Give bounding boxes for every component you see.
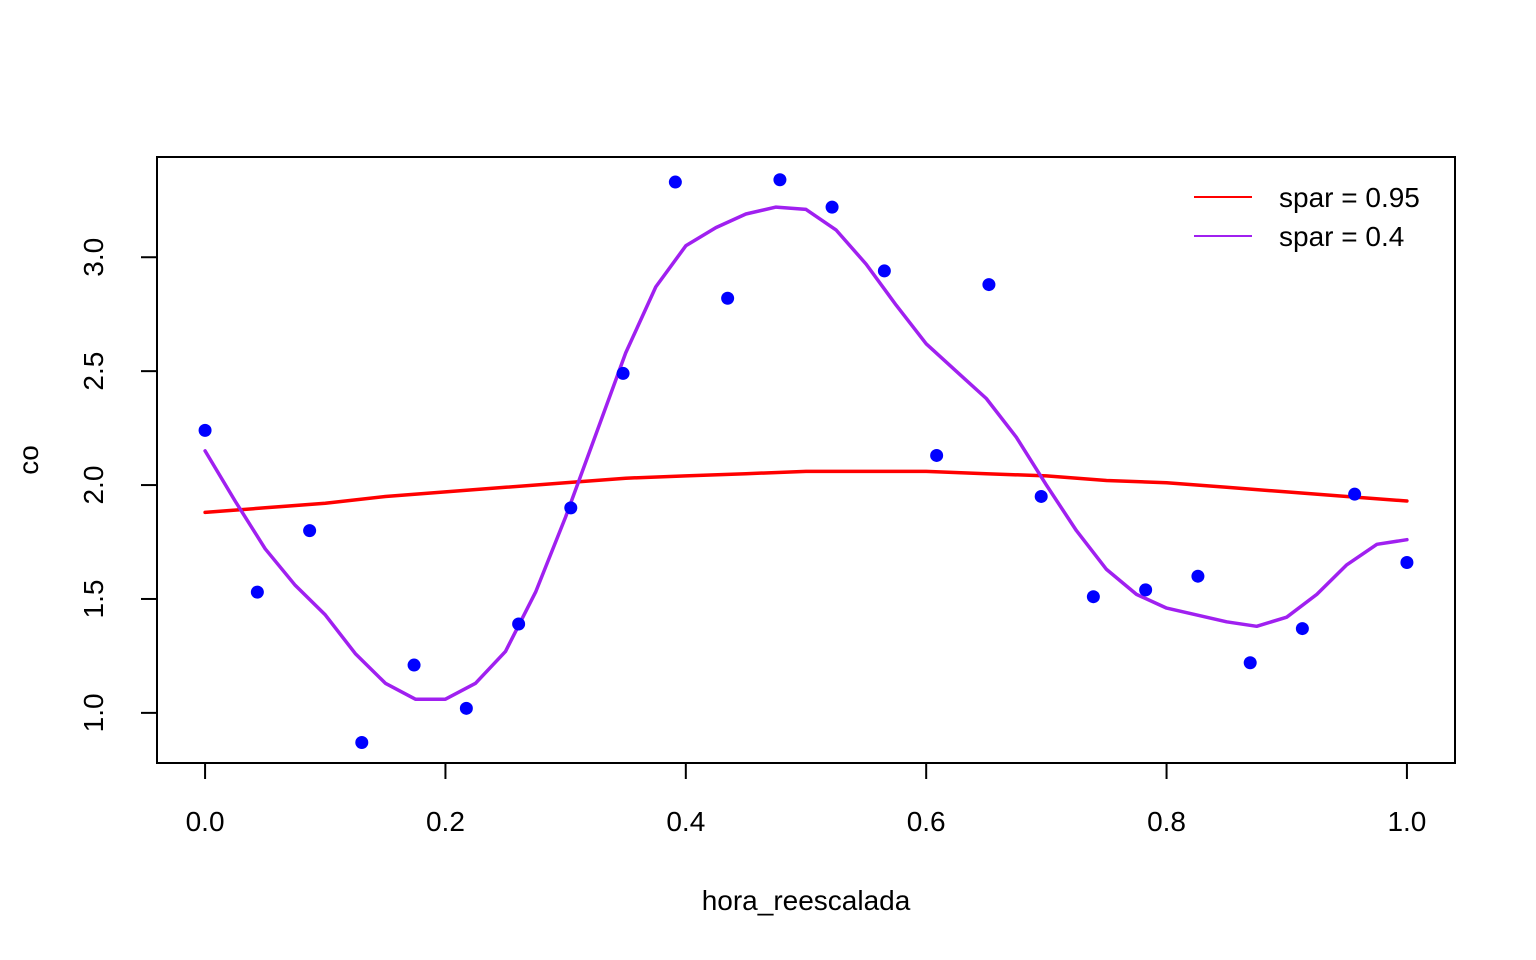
y-axis: 1.0 1.5 2.0 2.5 3.0 xyxy=(78,238,158,732)
data-point xyxy=(668,175,682,189)
x-axis-label: hora_reescalada xyxy=(702,885,911,916)
legend-label: spar = 0.4 xyxy=(1279,221,1404,252)
data-point xyxy=(1295,622,1309,636)
data-point xyxy=(459,701,473,715)
x-tick-label: 0.6 xyxy=(907,806,946,837)
y-tick-label: 1.5 xyxy=(78,580,109,619)
x-tick-label: 0.0 xyxy=(186,806,225,837)
data-point xyxy=(616,366,630,380)
data-point xyxy=(1400,556,1414,570)
series-line-spar-0-95 xyxy=(203,469,1409,515)
x-tick-label: 1.0 xyxy=(1387,806,1426,837)
y-tick-label: 2.5 xyxy=(78,352,109,391)
data-point xyxy=(564,501,578,515)
data-point xyxy=(825,200,839,214)
data-point xyxy=(773,173,787,187)
x-axis: 0.0 0.2 0.4 0.6 0.8 1.0 xyxy=(186,762,1426,837)
legend: spar = 0.95 spar = 0.4 xyxy=(1194,182,1420,252)
data-point xyxy=(982,278,996,292)
y-tick-label: 2.0 xyxy=(78,466,109,505)
data-point xyxy=(303,524,317,538)
x-tick-label: 0.2 xyxy=(426,806,465,837)
data-point xyxy=(407,658,421,672)
data-point xyxy=(1086,590,1100,604)
data-point xyxy=(512,617,526,631)
data-point xyxy=(930,448,944,462)
data-point xyxy=(355,735,369,749)
series-line-spar-0-4 xyxy=(203,205,1409,701)
y-axis-label: co xyxy=(13,445,44,475)
data-point xyxy=(1191,569,1205,583)
x-tick-label: 0.4 xyxy=(666,806,705,837)
data-point xyxy=(1139,583,1153,597)
series-layer xyxy=(203,205,1409,701)
legend-label: spar = 0.95 xyxy=(1279,182,1420,213)
data-point xyxy=(250,585,264,599)
data-point xyxy=(721,291,735,305)
y-tick-label: 1.0 xyxy=(78,693,109,732)
plot-frame xyxy=(156,156,1456,764)
data-point xyxy=(1243,656,1257,670)
data-point xyxy=(877,264,891,278)
data-point xyxy=(198,423,212,437)
data-point xyxy=(1034,489,1048,503)
x-tick-label: 0.8 xyxy=(1147,806,1186,837)
y-tick-label: 3.0 xyxy=(78,238,109,277)
data-point xyxy=(1348,487,1362,501)
points-layer xyxy=(198,173,1414,749)
